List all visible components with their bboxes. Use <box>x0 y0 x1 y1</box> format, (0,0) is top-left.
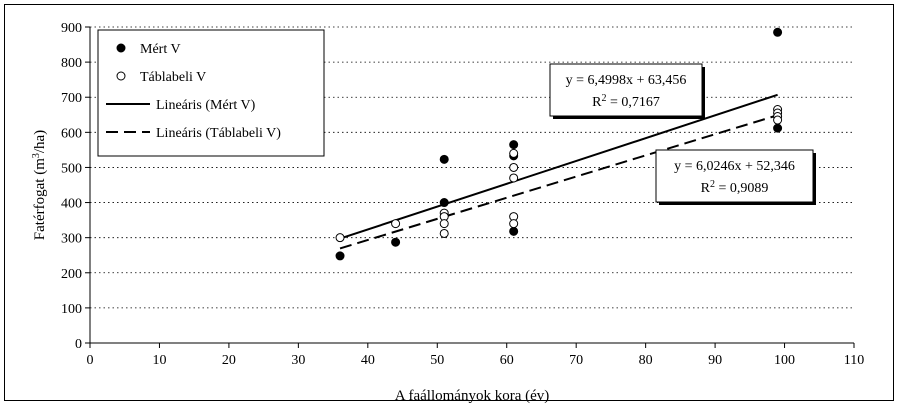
point-tablabeli <box>439 219 449 229</box>
equation-box-tablabeli: y = 6,0246x + 52,346 R2 = 0,9089 <box>655 149 816 205</box>
x-tick-label: 50 <box>430 353 444 368</box>
x-tick-label: 0 <box>87 353 94 368</box>
x-tick-label: 90 <box>708 353 722 368</box>
y-tick-label: 800 <box>61 56 82 71</box>
point-tablabeli <box>509 173 519 183</box>
legend-item-trend-mert: Lineáris (Mért V) <box>106 98 256 113</box>
x-tick-label: 100 <box>774 353 795 368</box>
point-mert <box>509 226 519 236</box>
point-tablabeli <box>773 115 783 125</box>
legend-label: Táblabeli V <box>140 70 206 85</box>
y-tick-label: 900 <box>61 21 82 36</box>
point-tablabeli <box>439 228 449 238</box>
y-tick-label: 300 <box>61 232 82 247</box>
y-tick-label: 400 <box>61 197 82 212</box>
axes: 0 100 200 300 400 500 600 700 800 900 0 10 20 30 40 50 6… <box>61 21 864 368</box>
x-tick-label: 40 <box>361 353 375 368</box>
x-axis-title: A faállományok kora (év) <box>395 388 550 404</box>
y-tick-label: 700 <box>61 91 82 106</box>
legend-item-tablabeli: Táblabeli V <box>116 70 206 85</box>
legend-item-trend-tablabeli: Lineáris (Táblabeli V) <box>106 126 281 141</box>
x-tick-label: 30 <box>291 353 305 368</box>
trend-r-squared: R2 = 0,7167 <box>592 93 660 110</box>
y-axis-title: Fatérfogat (m3/ha) <box>31 130 48 240</box>
data-points <box>335 27 783 261</box>
point-mert <box>439 198 449 208</box>
point-tablabeli <box>509 219 519 229</box>
point-mert <box>773 123 783 133</box>
point-tablabeli <box>335 233 345 243</box>
x-tick-label: 70 <box>569 353 583 368</box>
x-tick-label: 20 <box>222 353 236 368</box>
x-tick-label: 60 <box>500 353 514 368</box>
legend-marker-open-circle <box>116 71 126 81</box>
legend: Mért V Táblabeli V Lineáris (Mért V) Lineár… <box>97 29 325 157</box>
point-tablabeli <box>391 219 401 229</box>
x-tick-label: 10 <box>152 353 166 368</box>
trend-equation: y = 6,0246x + 52,346 <box>674 159 795 174</box>
legend-label: Lineáris (Mért V) <box>156 98 256 113</box>
y-tick-label: 200 <box>61 267 82 282</box>
legend-frame <box>97 29 325 157</box>
point-mert <box>773 27 783 37</box>
point-tablabeli <box>509 148 519 158</box>
equation-boxes: y = 6,4998x + 63,456 R2 = 0,7167 y = 6,024… <box>549 63 816 205</box>
point-mert <box>439 154 449 164</box>
trend-equation: y = 6,4998x + 63,456 <box>566 73 687 88</box>
legend-label: Lineáris (Táblabeli V) <box>156 126 281 141</box>
equation-box-frame <box>549 63 703 117</box>
legend-marker-filled-circle <box>116 43 126 53</box>
point-mert <box>335 251 345 261</box>
y-tick-label: 500 <box>61 161 82 176</box>
y-tick-label: 100 <box>61 302 82 317</box>
x-tick-label: 80 <box>639 353 653 368</box>
point-mert <box>509 140 519 150</box>
equation-box-mert: y = 6,4998x + 63,456 R2 = 0,7167 <box>549 63 705 119</box>
legend-item-mert: Mért V <box>116 42 181 57</box>
point-mert <box>391 237 401 247</box>
y-tick-label: 0 <box>75 337 82 352</box>
x-tick-label: 110 <box>844 353 864 368</box>
equation-box-frame <box>655 149 814 203</box>
trendline-tablabeli <box>339 114 778 250</box>
point-tablabeli <box>509 162 519 172</box>
legend-label: Mért V <box>140 42 181 57</box>
y-tick-label: 600 <box>61 126 82 141</box>
trend-r-squared: R2 = 0,9089 <box>701 179 769 196</box>
